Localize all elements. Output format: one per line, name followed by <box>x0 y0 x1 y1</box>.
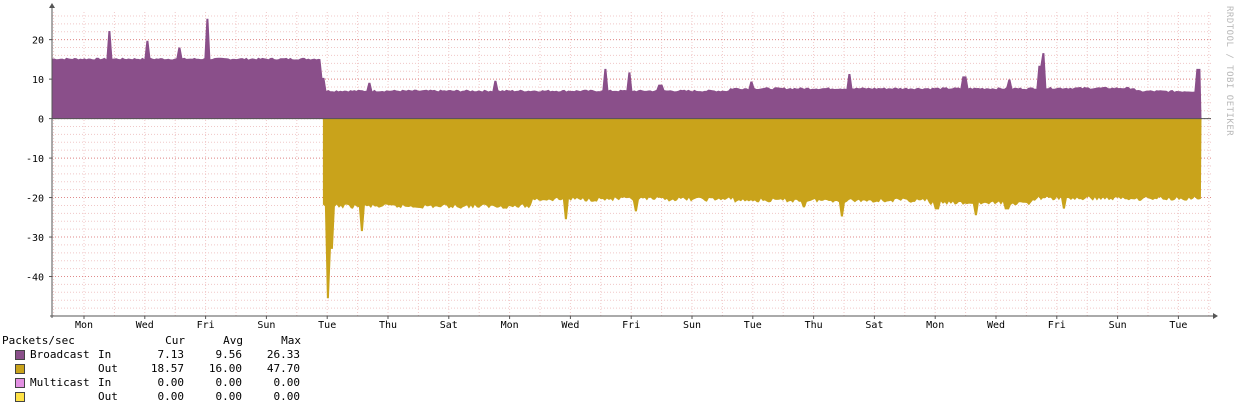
legend-label: Multicast <box>30 376 90 389</box>
x-tick-label: Mon <box>75 320 93 331</box>
legend-max-value: 26.33 <box>266 348 300 361</box>
x-tick-label: Sun <box>1109 320 1127 331</box>
y-axis-arrow <box>49 3 55 8</box>
x-tick-label: Sat <box>865 320 883 331</box>
y-tick-label: -30 <box>26 233 44 244</box>
legend-row: Multicast In 0.00 0.00 0.00 <box>0 376 301 390</box>
legend-direction: Out <box>98 390 118 403</box>
legend-cur-value: 0.00 <box>157 376 185 389</box>
legend-swatch <box>15 378 25 388</box>
legend-direction: Out <box>98 362 118 375</box>
x-tick-label: Sun <box>257 320 275 331</box>
x-tick-label: Wed <box>561 320 579 331</box>
legend-avg-value: 0.00 <box>215 376 243 389</box>
y-tick-label: -20 <box>26 194 44 205</box>
legend-avg-value: 9.56 <box>215 348 243 361</box>
legend-max-value: 0.00 <box>273 376 301 389</box>
y-tick-label: 20 <box>32 36 44 47</box>
legend-row: Broadcast In 7.13 9.56 26.33 <box>0 348 301 362</box>
x-tick-label: Tue <box>318 320 336 331</box>
x-tick-labels: Mon Wed Fri Sun Tue Thu Sat Mon Wed Fri Sun Tue Thu S… <box>75 316 1187 331</box>
legend: Packets/sec Cur Avg Max Broadcast In 7.13 9… <box>0 334 301 404</box>
legend-cur-value: 7.13 <box>157 348 185 361</box>
x-tick-label: Fri <box>1048 320 1066 331</box>
legend-title: Packets/sec <box>2 334 75 347</box>
legend-row: Out 0.00 0.00 0.00 <box>0 390 301 404</box>
legend-label: Broadcast <box>30 348 90 361</box>
x-tick-label: Fri <box>197 320 215 331</box>
x-tick-label: Mon <box>926 320 944 331</box>
y-tick-label: -10 <box>26 154 44 165</box>
x-axis-arrow <box>1213 313 1218 319</box>
x-tick-label: Sun <box>683 320 701 331</box>
y-tick-label: 10 <box>32 75 44 86</box>
x-tick-label: Sat <box>440 320 458 331</box>
legend-header-avg: Avg <box>223 334 243 347</box>
legend-max-value: 47.70 <box>266 362 300 375</box>
x-tick-label: Mon <box>501 320 519 331</box>
x-tick-label: Tue <box>744 320 762 331</box>
y-tick-label: 0 <box>38 115 44 126</box>
legend-cur-value: 18.57 <box>150 362 184 375</box>
legend-cur-value: 0.00 <box>157 390 185 403</box>
x-tick-label: Fri <box>622 320 640 331</box>
legend-header-max: Max <box>281 334 301 347</box>
legend-swatch <box>15 392 25 402</box>
x-tick-label: Wed <box>136 320 154 331</box>
legend-row: Out 18.57 16.00 47.70 <box>0 362 301 376</box>
y-tick-label: -40 <box>26 273 44 284</box>
data-areas <box>52 18 1202 299</box>
legend-swatch <box>15 350 25 360</box>
axes <box>49 3 1218 319</box>
legend-avg-value: 16.00 <box>208 362 242 375</box>
x-tick-label: Thu <box>379 320 397 331</box>
legend-rows: Broadcast In 7.13 9.56 26.33 Out 18.57 16.00 47.… <box>0 348 301 404</box>
legend-header: Packets/sec Cur Avg Max <box>0 334 301 348</box>
x-tick-label: Thu <box>805 320 823 331</box>
area-series-0 <box>52 18 1202 119</box>
y-tick-labels: 20 10 0 -10 -20 -30 -40 <box>26 36 52 284</box>
legend-direction: In <box>98 348 112 361</box>
x-tick-label: Tue <box>1169 320 1187 331</box>
legend-swatch <box>15 364 25 374</box>
legend-max-value: 0.00 <box>273 390 301 403</box>
legend-direction: In <box>98 376 112 389</box>
watermark-text: RRDTOOL / TOBI OETIKER <box>1224 6 1234 136</box>
legend-avg-value: 0.00 <box>215 390 243 403</box>
legend-header-cur: Cur <box>165 334 185 347</box>
x-tick-label: Wed <box>987 320 1005 331</box>
area-series-1 <box>322 118 1202 299</box>
